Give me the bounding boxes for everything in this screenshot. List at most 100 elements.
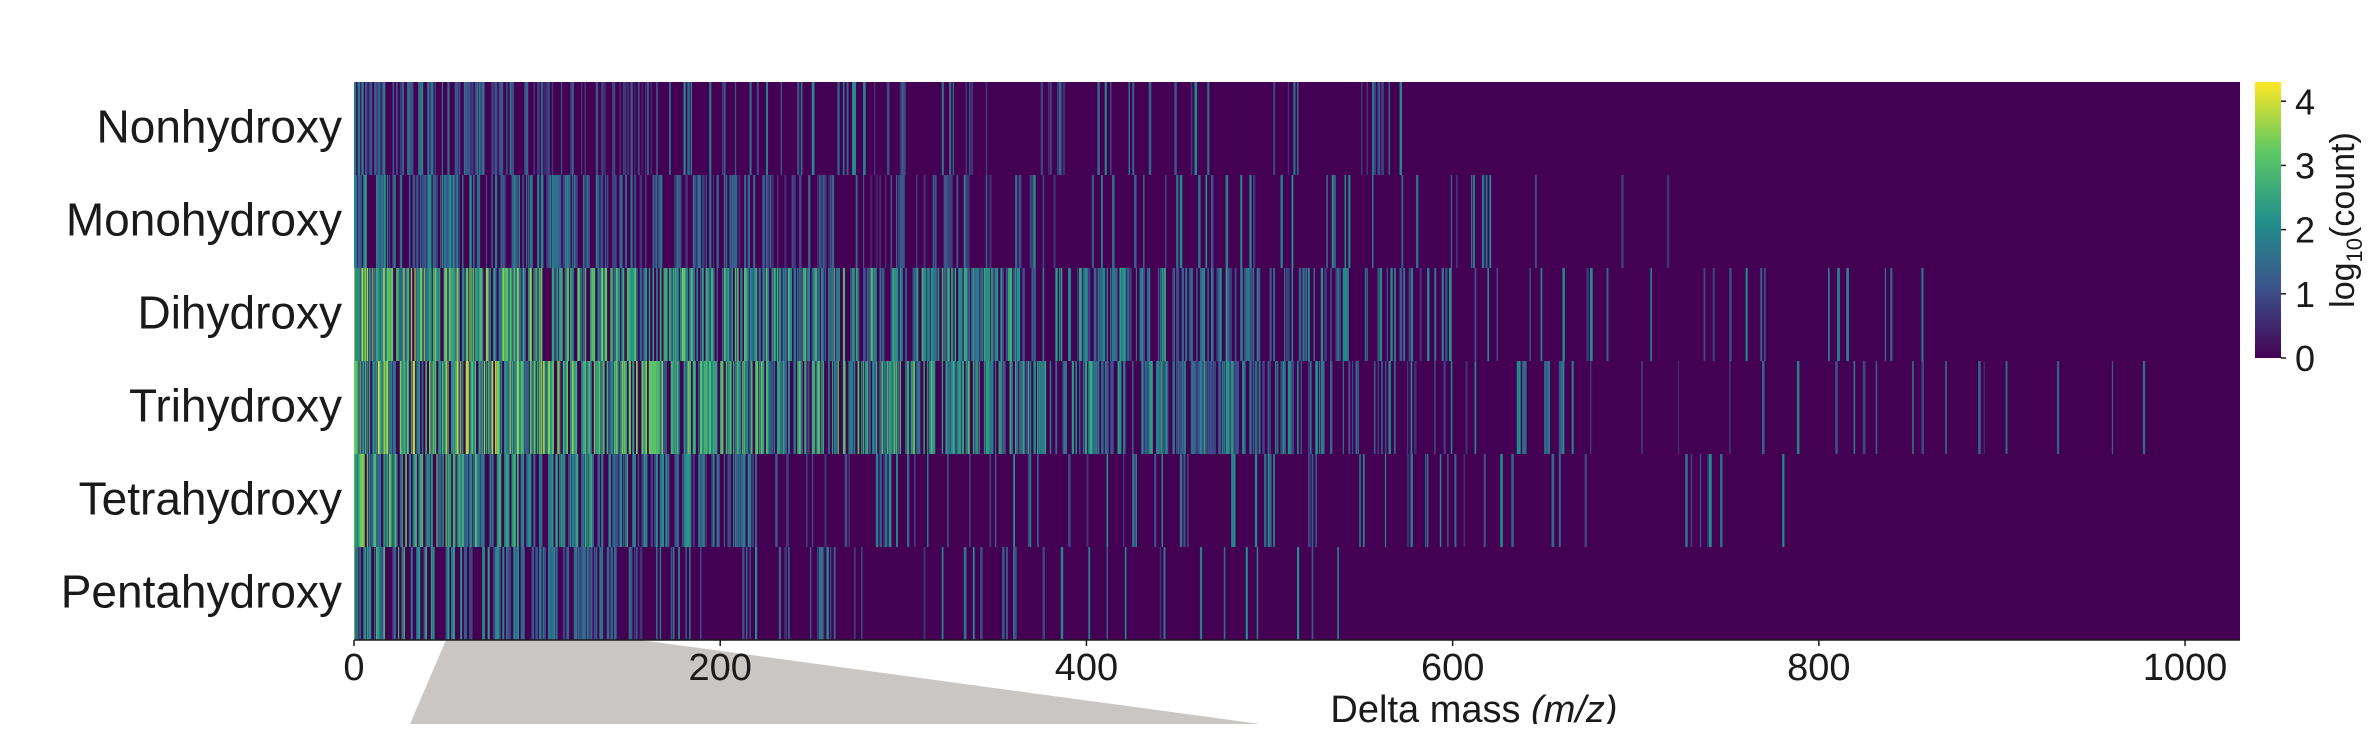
heatmap-cell bbox=[529, 361, 532, 455]
heatmap-cell bbox=[1284, 268, 1286, 362]
heatmap-cell bbox=[553, 547, 556, 640]
heatmap-cell bbox=[811, 361, 815, 455]
heatmap-cell bbox=[527, 454, 531, 548]
heatmap-cell bbox=[482, 82, 485, 176]
heatmap-cell bbox=[1042, 268, 1045, 362]
heatmap-cell bbox=[441, 361, 444, 455]
heatmap-cell bbox=[687, 361, 690, 455]
heatmap-cell bbox=[538, 454, 541, 548]
heatmap-cell bbox=[527, 175, 530, 269]
heatmap-cell bbox=[427, 82, 430, 176]
heatmap-cell bbox=[1269, 268, 1272, 362]
heatmap-cell bbox=[1472, 175, 1475, 269]
heatmap-cell bbox=[923, 175, 926, 269]
heatmap-cell bbox=[368, 361, 371, 455]
heatmap-cell bbox=[471, 454, 473, 548]
heatmap-cell bbox=[571, 82, 574, 176]
heatmap-cell bbox=[881, 361, 884, 455]
heatmap-cell bbox=[740, 268, 743, 362]
heatmap-cell bbox=[1329, 268, 1332, 362]
heatmap-cell bbox=[1049, 361, 1052, 455]
heatmap-cell bbox=[958, 268, 961, 362]
heatmap-cell bbox=[736, 361, 739, 455]
heatmap-cell bbox=[639, 547, 643, 640]
heatmap-cell bbox=[379, 361, 383, 455]
heatmap-cell bbox=[716, 268, 718, 362]
heatmap-cell bbox=[689, 268, 692, 362]
heatmap-cell bbox=[787, 361, 790, 455]
heatmap-cell bbox=[586, 175, 589, 269]
heatmap-cell bbox=[394, 175, 396, 269]
heatmap-cell bbox=[473, 175, 475, 269]
heatmap-cell bbox=[700, 361, 703, 455]
heatmap-cell bbox=[441, 454, 445, 548]
heatmap-cell bbox=[515, 361, 518, 455]
heatmap-cell bbox=[562, 175, 565, 269]
heatmap-cell bbox=[471, 547, 473, 640]
heatmap-cell bbox=[1159, 268, 1161, 362]
heatmap-cell bbox=[645, 454, 648, 548]
heatmap-cell bbox=[1388, 361, 1391, 455]
heatmap-cell bbox=[1586, 268, 1589, 362]
heatmap-cell bbox=[676, 175, 679, 269]
heatmap-cell bbox=[1124, 268, 1127, 362]
heatmap-cell bbox=[357, 268, 361, 362]
heatmap-cell bbox=[538, 547, 542, 640]
heatmap-cell bbox=[930, 268, 934, 362]
heatmap-cell bbox=[1036, 361, 1039, 455]
heatmap-cell bbox=[663, 268, 666, 362]
heatmap-cell bbox=[502, 175, 505, 269]
heatmap-cell bbox=[1101, 268, 1104, 362]
heatmap-cell bbox=[1005, 547, 1008, 640]
heatmap-cell bbox=[762, 175, 765, 269]
heatmap-cell bbox=[729, 454, 731, 548]
heatmap-cell bbox=[1403, 268, 1406, 362]
heatmap-cell bbox=[980, 547, 983, 640]
heatmap-cell bbox=[870, 175, 872, 269]
heatmap-cell bbox=[388, 175, 391, 269]
heatmap-cell bbox=[923, 547, 926, 640]
heatmap-cell bbox=[800, 82, 803, 176]
heatmap-cell bbox=[969, 454, 971, 548]
colorbar-gradient bbox=[2255, 82, 2281, 358]
heatmap-cell bbox=[1544, 361, 1547, 455]
heatmap-cell bbox=[513, 361, 516, 455]
heatmap-cell bbox=[419, 454, 422, 548]
heatmap-cell bbox=[357, 82, 361, 176]
heatmap-cell bbox=[952, 82, 954, 176]
heatmap-cell bbox=[811, 82, 815, 176]
heatmap-cell bbox=[782, 268, 784, 362]
heatmap-cell bbox=[808, 361, 810, 455]
heatmap-cell bbox=[584, 268, 587, 362]
heatmap-cell bbox=[401, 268, 405, 362]
heatmap-cell bbox=[1342, 268, 1345, 362]
heatmap-cell bbox=[1207, 268, 1209, 362]
heatmap-cell bbox=[700, 454, 703, 548]
heatmap-cell bbox=[733, 454, 735, 548]
heatmap-cell bbox=[584, 175, 587, 269]
heatmap-cell bbox=[385, 361, 388, 455]
heatmap-cell bbox=[1077, 268, 1079, 362]
heatmap-cell bbox=[815, 268, 817, 362]
heatmap-cell bbox=[496, 547, 500, 640]
heatmap-cell bbox=[548, 547, 551, 640]
heatmap-cell bbox=[897, 175, 900, 269]
heatmap-cell bbox=[581, 82, 583, 176]
heatmap-cell bbox=[1307, 268, 1310, 362]
heatmap-cell bbox=[401, 82, 405, 176]
heatmap-cell bbox=[945, 175, 948, 269]
heatmap-cell bbox=[440, 454, 442, 548]
heatmap-cell bbox=[429, 175, 432, 269]
heatmap-cell bbox=[1269, 361, 1271, 455]
heatmap-cell bbox=[1875, 361, 1878, 455]
heatmap-cell bbox=[857, 268, 860, 362]
heatmap-cell bbox=[452, 454, 456, 548]
heatmap-cell bbox=[368, 268, 371, 362]
heatmap-cell bbox=[787, 547, 790, 640]
heatmap-cell bbox=[505, 82, 508, 176]
heatmap-cell bbox=[498, 547, 501, 640]
heatmap-cell bbox=[1264, 454, 1267, 548]
heatmap-cell bbox=[1346, 268, 1349, 362]
heatmap-cell bbox=[425, 547, 428, 640]
heatmap-cell bbox=[848, 361, 851, 455]
